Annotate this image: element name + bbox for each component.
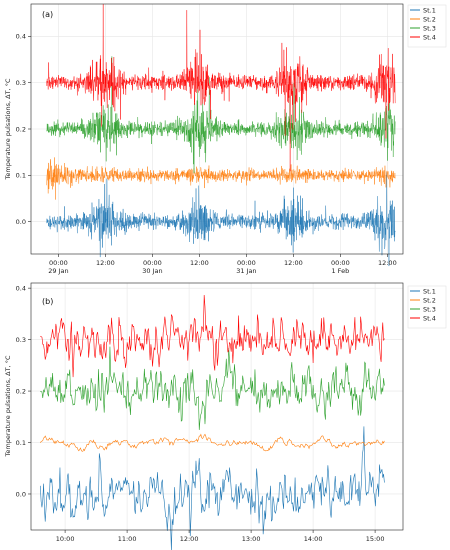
- panel-label-b: (b): [42, 297, 53, 306]
- x-tick-label: 14:00: [304, 535, 323, 543]
- series-line-st4: [46, 4, 396, 172]
- x-tick-label: 00:00: [143, 259, 162, 267]
- x-tick-label: 12:00: [180, 535, 199, 543]
- y-tick-label: 0.3: [16, 79, 26, 87]
- legend-box: [407, 285, 447, 329]
- x-tick-label: 00:00: [331, 259, 350, 267]
- legend-entry: St.3: [423, 305, 436, 313]
- legend-entry: St.4: [423, 314, 436, 322]
- series-line-st2: [40, 433, 385, 452]
- series-line-st1: [40, 426, 385, 550]
- x-tick-label: 13:00: [242, 535, 261, 543]
- y-tick-label: 0.1: [16, 439, 26, 447]
- y-tick-label: 0.1: [16, 172, 26, 180]
- y-tick-label: 0.2: [16, 125, 26, 133]
- x-tick-sublabel: 31 Jan: [236, 267, 256, 275]
- series-line-st4: [40, 295, 385, 378]
- x-tick-sublabel: 1 Feb: [331, 267, 349, 275]
- x-tick-label: 15:00: [366, 535, 385, 543]
- y-tick-label: 0.4: [16, 33, 26, 41]
- y-tick-label: 0.4: [16, 284, 26, 292]
- series-line-st2: [46, 157, 396, 200]
- y-tick-label: 0.0: [16, 218, 26, 226]
- legend-b: St.1St.2St.3St.4: [407, 285, 447, 329]
- plot-frame-b: [30, 282, 404, 531]
- x-tick-sublabel: 30 Jan: [142, 267, 162, 275]
- y-tick-label: 0.3: [16, 336, 26, 344]
- panel-label-a: (a): [42, 10, 53, 19]
- legend-a: St.1St.2St.3St.4: [407, 4, 447, 48]
- series-line-st3: [46, 56, 396, 174]
- x-tick-label: 12:00: [284, 259, 303, 267]
- x-tick-label: 12:00: [96, 259, 115, 267]
- y-axis-label-b: Temperature pulsations, ΔT, °C: [4, 355, 12, 457]
- legend-entry: St.2: [423, 296, 436, 304]
- y-axis-label-a: Temperature pulsations, ΔT, °C: [4, 78, 12, 180]
- x-tick-label: 11:00: [118, 535, 137, 543]
- legend-entry: St.1: [423, 6, 436, 14]
- panel-b: 0.0 0.1 0.2 0.3 0.4 10:00 11:00 12:00 13:00 14:0…: [4, 282, 447, 550]
- x-tick-label: 12:00: [190, 259, 209, 267]
- series-line-st1: [46, 171, 396, 267]
- legend-box: [407, 4, 447, 48]
- y-tick-label: 0.2: [16, 387, 26, 395]
- x-tick-label: 10:00: [56, 535, 75, 543]
- legend-entry: St.1: [423, 287, 436, 295]
- legend-entry: St.3: [423, 24, 436, 32]
- x-tick-label: 00:00: [49, 259, 68, 267]
- series-line-st3: [40, 346, 385, 430]
- legend-entry: St.2: [423, 15, 436, 23]
- x-tick-label: 00:00: [237, 259, 256, 267]
- x-tick-sublabel: 29 Jan: [48, 267, 68, 275]
- plot-area-b: [31, 283, 403, 530]
- y-tick-label: 0.0: [16, 490, 26, 498]
- legend-entry: St.4: [423, 33, 436, 41]
- x-tick-label: 12:00: [378, 259, 397, 267]
